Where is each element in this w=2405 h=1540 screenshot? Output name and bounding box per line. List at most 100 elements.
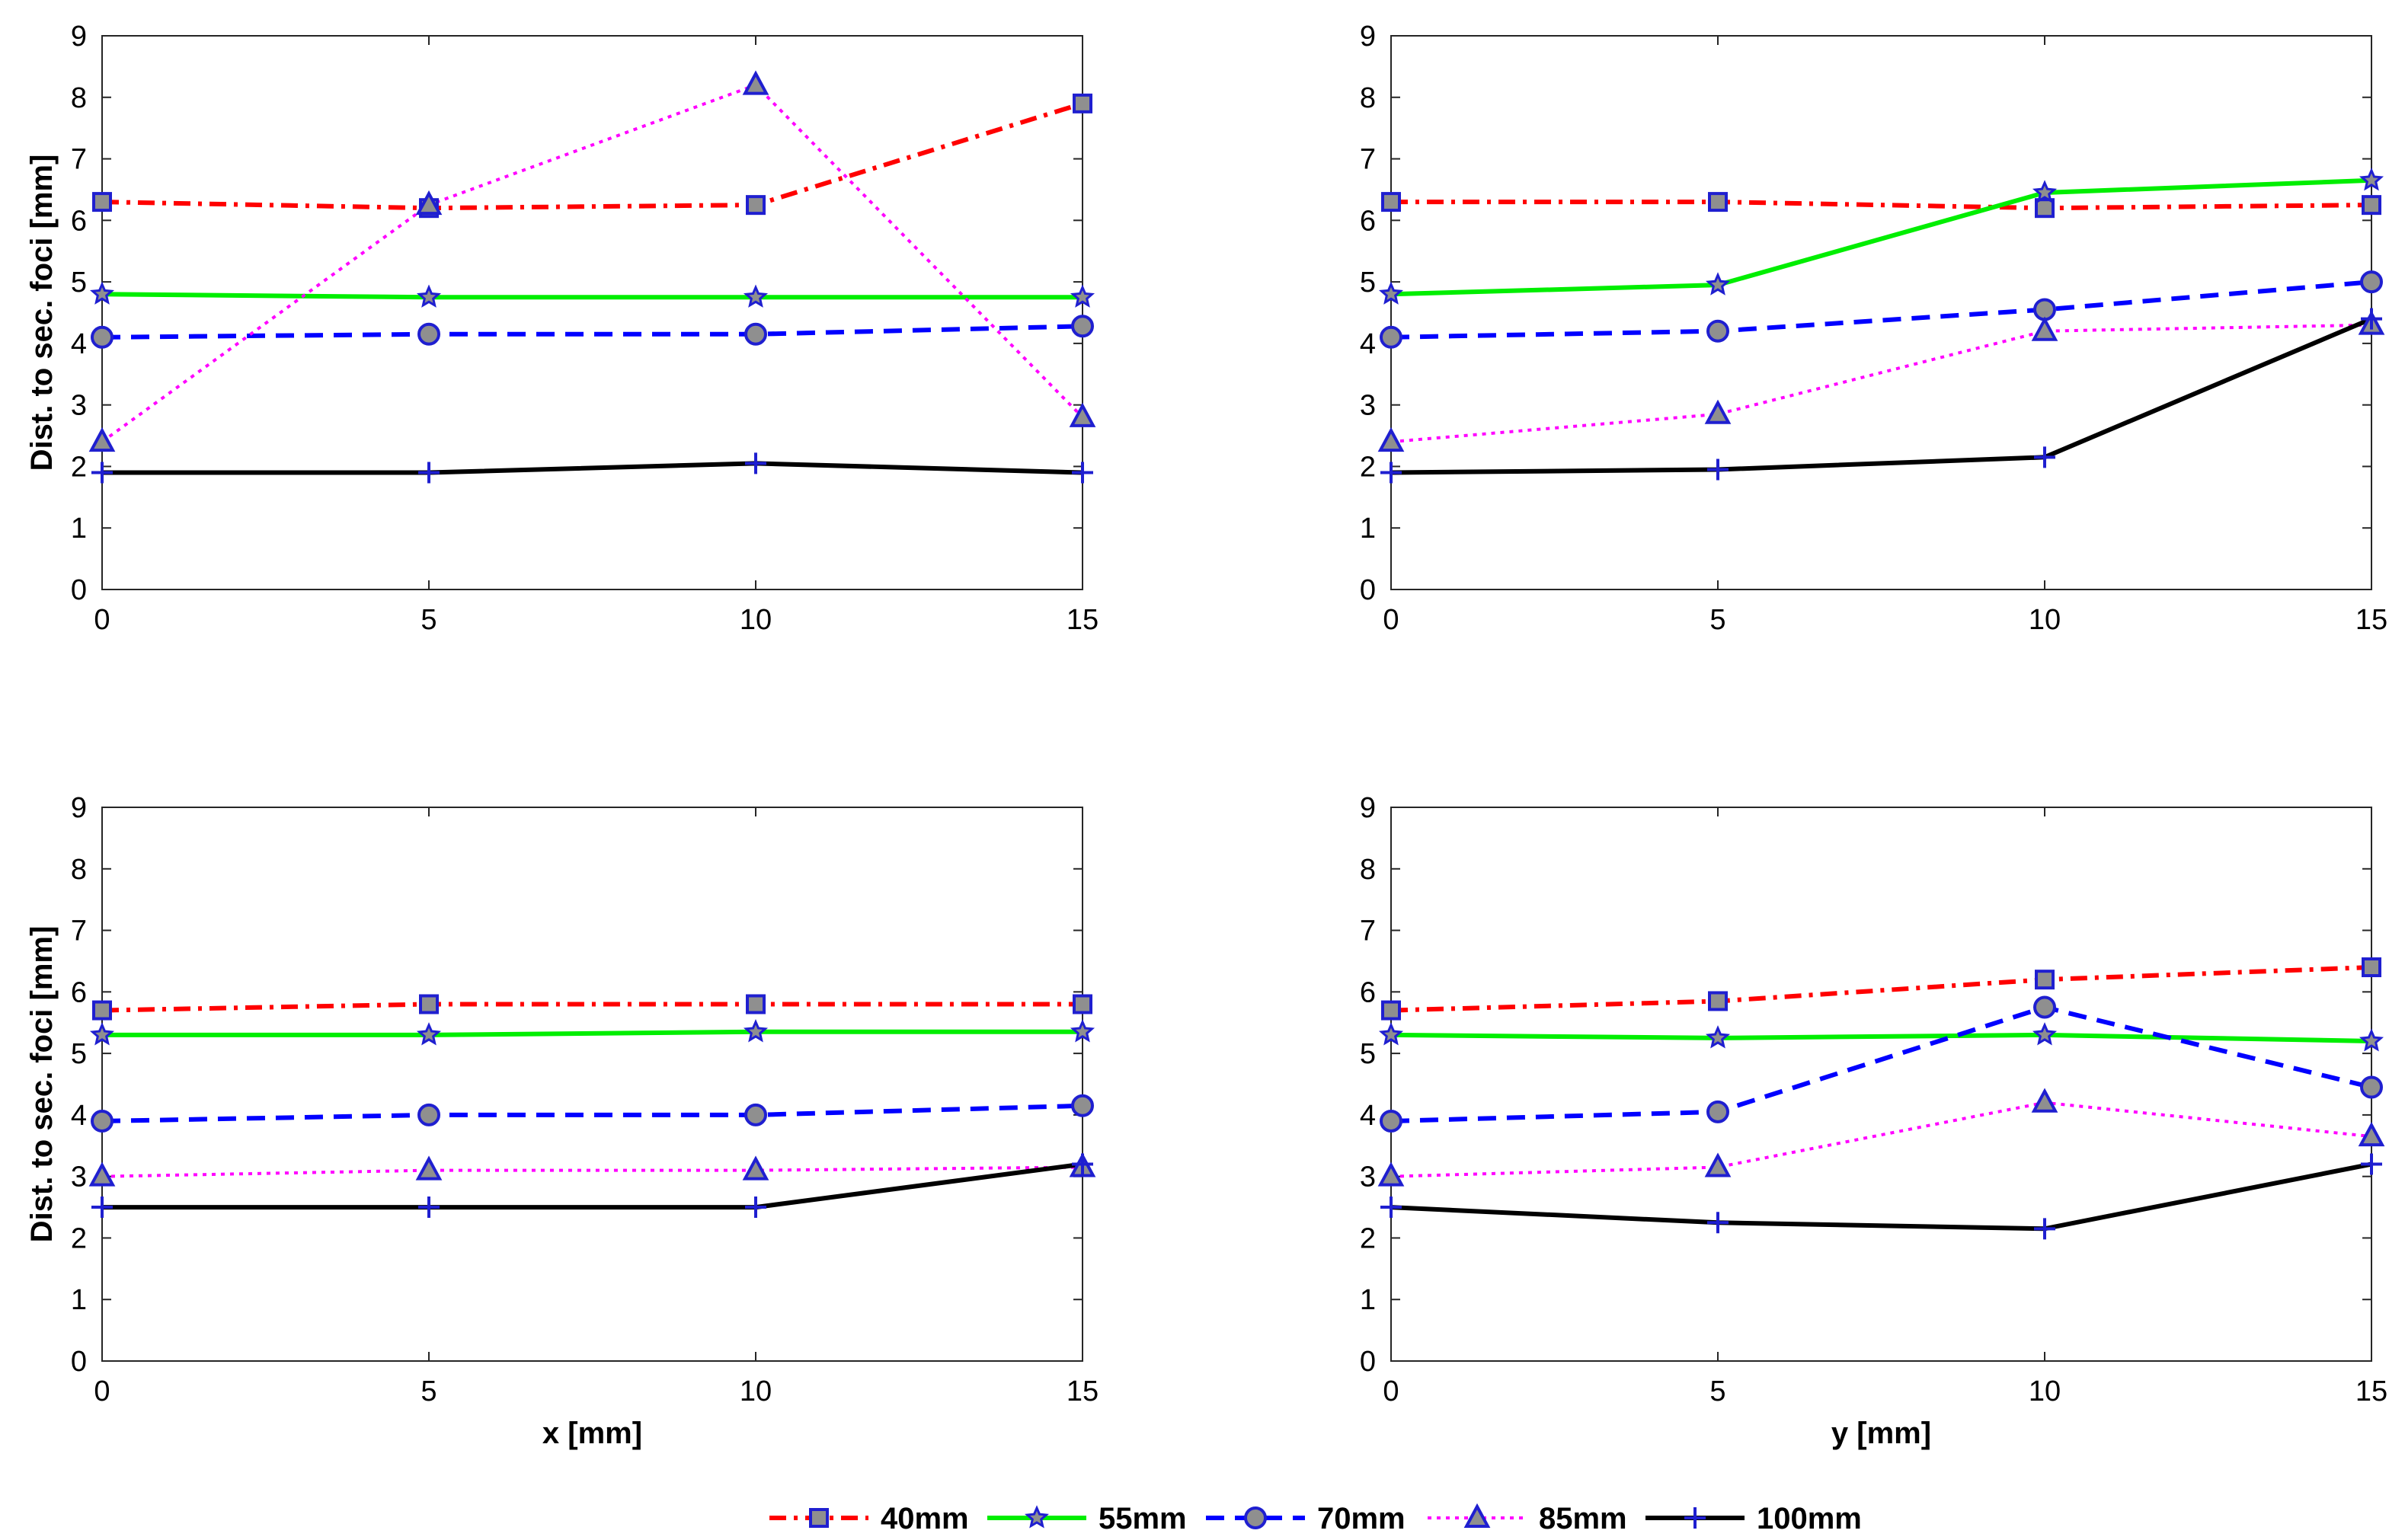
y-tick-label: 5 — [71, 1038, 87, 1070]
plot-area-frame — [101, 35, 1083, 590]
data-point-40mm — [2035, 970, 2055, 990]
data-point-100mm — [1380, 1197, 1402, 1219]
series-line-70mm — [101, 1103, 1083, 1123]
series-line-85mm — [1390, 323, 2372, 444]
legend-item-70mm: 70mm — [1206, 1502, 1406, 1535]
series-line-55mm — [102, 1029, 1083, 1037]
y-tick-label: 1 — [1360, 1284, 1376, 1316]
series-line-70mm — [1390, 1005, 2372, 1123]
series-line-40mm — [1390, 965, 2372, 1013]
data-point-40mm — [1381, 192, 1401, 212]
y-tick-label: 3 — [1360, 1161, 1376, 1193]
data-point-70mm — [1380, 325, 1402, 349]
data-point-55mm — [416, 284, 442, 308]
data-point-100mm — [91, 1197, 113, 1219]
series-line-40mm — [101, 101, 1083, 211]
data-point-85mm — [1704, 1152, 1732, 1177]
data-point-85mm — [1069, 402, 1096, 427]
data-point-100mm — [1707, 1212, 1729, 1234]
data-point-85mm — [742, 1155, 769, 1181]
x-tick-label: 0 — [1383, 604, 1399, 636]
data-point-100mm — [745, 1197, 766, 1219]
y-axis-title: Dist. to sec. foci [mm] — [25, 155, 59, 471]
series-line-40mm — [101, 1002, 1083, 1013]
data-point-100mm — [2034, 446, 2055, 468]
x-tick-label: 0 — [1383, 1375, 1399, 1407]
data-point-40mm — [1708, 991, 1728, 1011]
x-tick-label: 5 — [1709, 1375, 1725, 1407]
x-tick-label: 5 — [421, 604, 437, 636]
y-tick-label: 3 — [71, 1161, 87, 1193]
data-point-70mm — [91, 325, 114, 349]
data-point-40mm — [746, 195, 766, 216]
legend-label: 55mm — [1099, 1502, 1187, 1535]
x-tick-label: 5 — [1709, 604, 1725, 636]
data-point-100mm — [2361, 1153, 2382, 1175]
y-tick-label: 3 — [1360, 390, 1376, 422]
series-line-100mm — [1390, 1161, 2372, 1232]
y-tick-label: 9 — [1360, 21, 1376, 53]
data-point-70mm — [2360, 1075, 2383, 1099]
data-point-100mm — [418, 1197, 440, 1219]
data-point-85mm — [1704, 399, 1732, 424]
data-point-85mm — [742, 70, 769, 95]
data-point-40mm — [2362, 957, 2381, 978]
data-point-40mm — [92, 1000, 112, 1021]
y-tick-label: 4 — [71, 1100, 87, 1132]
legend: 40mm 55mm 70mm 85mm 100mm — [769, 1502, 1862, 1535]
x-tick-label: 5 — [421, 1375, 437, 1407]
data-point-55mm — [89, 281, 115, 305]
y-tick-label: 8 — [1360, 854, 1376, 886]
data-point-40mm — [746, 994, 766, 1014]
data-point-40mm — [1073, 93, 1092, 113]
series-line-100mm — [102, 461, 1083, 475]
x-tick-label: 15 — [1067, 1375, 1099, 1407]
y-tick-label: 6 — [1360, 205, 1376, 237]
data-point-55mm — [2359, 1028, 2384, 1052]
data-point-100mm — [2361, 308, 2382, 330]
y-tick-label: 4 — [1360, 1100, 1376, 1132]
series-line-70mm — [1390, 280, 2372, 340]
plot-area-frame — [1390, 35, 2372, 590]
data-point-55mm — [2032, 180, 2058, 203]
legend-marker — [809, 1508, 829, 1528]
y-tick-label: 0 — [71, 1346, 87, 1378]
y-tick-label: 5 — [1360, 267, 1376, 299]
data-point-70mm — [1706, 1100, 1729, 1123]
data-point-55mm — [1705, 1025, 1731, 1049]
x-axis-title: x [mm] — [542, 1417, 642, 1450]
legend-label: 100mm — [1757, 1502, 1862, 1535]
y-tick-label: 7 — [71, 915, 87, 947]
legend-label: 70mm — [1317, 1502, 1406, 1535]
data-point-55mm — [416, 1022, 442, 1046]
data-point-100mm — [1707, 458, 1729, 481]
y-axis-title: Dist. to sec. foci [mm] — [25, 926, 59, 1243]
y-tick-label: 6 — [71, 205, 87, 237]
data-point-55mm — [1070, 284, 1095, 308]
data-point-55mm — [1070, 1018, 1095, 1043]
x-tick-label: 15 — [2355, 604, 2387, 636]
chart-panel-4: 0 1 2 3 4 5 6 7 8 9 0 5 10 15 y [mm] — [1360, 792, 2387, 1450]
data-point-85mm — [88, 427, 116, 452]
data-point-70mm — [1071, 315, 1094, 338]
y-tick-label: 2 — [71, 1222, 87, 1254]
plot-area-frame — [1390, 807, 2372, 1362]
series-line-55mm — [1390, 1032, 2372, 1043]
y-tick-label: 1 — [1360, 513, 1376, 545]
data-point-100mm — [745, 452, 766, 474]
y-tick-label: 2 — [71, 451, 87, 483]
x-tick-label: 15 — [1067, 604, 1099, 636]
y-tick-label: 2 — [1360, 451, 1376, 483]
legend-marker — [1244, 1506, 1267, 1529]
y-tick-label: 0 — [1360, 574, 1376, 606]
x-axis-title: y [mm] — [1831, 1417, 1931, 1450]
data-point-55mm — [2032, 1022, 2058, 1046]
data-point-85mm — [2358, 1121, 2385, 1147]
series-line-85mm — [101, 1165, 1083, 1178]
y-tick-label: 9 — [71, 21, 87, 53]
y-tick-label: 0 — [1360, 1346, 1376, 1378]
data-point-55mm — [2359, 167, 2384, 191]
data-point-40mm — [1381, 1000, 1401, 1021]
series-line-40mm — [1391, 200, 2372, 211]
